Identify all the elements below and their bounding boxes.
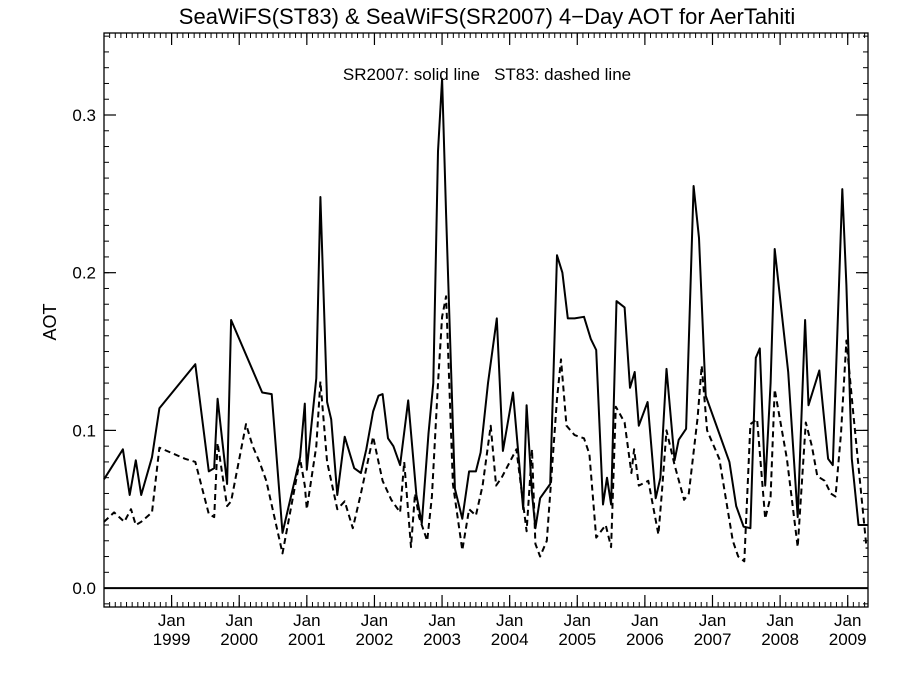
y-tick-label: 0.2 <box>72 264 96 283</box>
x-tick-year: 2004 <box>491 630 529 649</box>
sr2007-solid-series-line <box>103 77 868 534</box>
plot-axes: 0.00.10.20.3Jan1999Jan2000Jan2001Jan2002… <box>72 32 869 649</box>
x-tick-month: Jan <box>699 611 726 630</box>
x-tick-month: Jan <box>496 611 523 630</box>
x-tick-month: Jan <box>226 611 253 630</box>
x-tick-year: 2000 <box>220 630 258 649</box>
x-tick-month: Jan <box>428 611 455 630</box>
x-tick-month: Jan <box>766 611 793 630</box>
y-tick-label: 0.1 <box>72 421 96 440</box>
chart-annotation: SR2007: solid line ST83: dashed line <box>343 65 631 84</box>
x-tick-month: Jan <box>293 611 320 630</box>
x-tick-month: Jan <box>564 611 591 630</box>
x-tick-year: 2007 <box>694 630 732 649</box>
x-tick-month: Jan <box>158 611 185 630</box>
chart-title: SeaWiFS(ST83) & SeaWiFS(SR2007) 4−Day AO… <box>179 4 795 29</box>
x-tick-year: 2001 <box>288 630 326 649</box>
x-tick-month: Jan <box>361 611 388 630</box>
x-tick-year: 2002 <box>356 630 394 649</box>
x-tick-year: 1999 <box>153 630 191 649</box>
x-tick-year: 2008 <box>761 630 799 649</box>
series-layer <box>103 77 868 563</box>
y-tick-label: 0.3 <box>72 106 96 125</box>
x-tick-month: Jan <box>834 611 861 630</box>
st83-dashed-series-line <box>103 295 868 563</box>
y-tick-label: 0.0 <box>72 579 96 598</box>
x-tick-year: 2006 <box>626 630 664 649</box>
plot-frame <box>103 32 869 608</box>
x-tick-year: 2005 <box>558 630 596 649</box>
y-axis-label: AOT <box>40 303 60 340</box>
x-tick-year: 2009 <box>829 630 867 649</box>
x-tick-year: 2003 <box>423 630 461 649</box>
x-tick-month: Jan <box>631 611 658 630</box>
